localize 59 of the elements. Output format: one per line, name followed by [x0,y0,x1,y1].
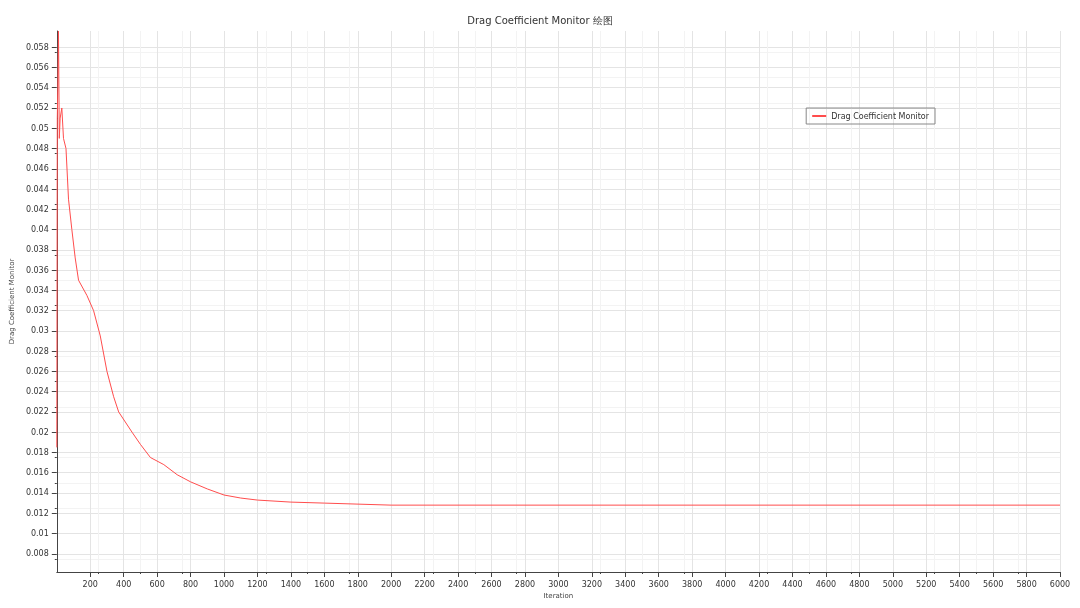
x-tick-label: 3400 [615,579,636,589]
x-tick-label: 4200 [748,579,770,589]
x-tick-label: 3200 [581,579,603,589]
x-tick-label: 2000 [381,579,402,589]
y-tick-label: 0.038 [25,245,49,255]
y-tick-label: 0.018 [25,447,49,457]
x-tick-label: 4600 [815,579,837,589]
y-tick-label: 0.012 [25,508,49,518]
x-tick-label: 5000 [882,579,903,589]
x-tick-label: 4400 [782,579,803,589]
y-tick-label: 0.026 [25,366,49,376]
x-tick-label: 1200 [247,579,268,589]
y-tick-label: 0.05 [30,123,49,133]
x-tick-label: 2200 [414,579,435,589]
x-tick-label: 600 [149,579,165,589]
x-tick-label: 800 [182,579,199,589]
x-tick-label: 3000 [548,579,569,589]
x-tick-label: 4800 [849,579,870,589]
line-series [56,30,1061,506]
x-tick-label: 1400 [280,579,302,589]
y-tick-label: 0.008 [25,549,49,559]
x-tick-label: 3600 [648,579,669,589]
y-tick-label: 0.03 [30,326,49,336]
x-tick-label: 5400 [949,579,970,589]
y-tick-label: 0.022 [25,407,49,417]
y-tick-label: 0.036 [25,265,49,275]
x-tick-label: 2800 [514,579,536,589]
x-tick-label: 2600 [481,579,502,589]
y-tick-label: 0.032 [25,306,49,316]
x-tick-label: 6000 [1049,579,1071,589]
x-tick-label: 3800 [681,579,703,589]
x-tick-label: 5800 [1016,579,1037,589]
y-tick-label: 0.014 [25,488,49,498]
x-tick-label: 1600 [314,579,335,589]
x-tick-label: 5200 [916,579,937,589]
x-tick-label: 200 [82,579,98,589]
y-tick-label: 0.01 [30,529,49,538]
y-tick-label: 0.04 [30,225,49,235]
y-tick-label: 0.028 [25,346,49,356]
y-tick-label: 0.058 [25,42,49,52]
y-tick-label: 0.016 [25,468,49,478]
y-tick-label: 0.054 [25,83,49,93]
y-tick-label: 0.042 [25,204,49,214]
x-tick-label: 400 [116,579,132,589]
x-tick-label: 1000 [213,579,235,589]
y-tick-label: 0.046 [25,164,49,174]
y-tick-label: 0.044 [25,184,49,194]
y-tick-label: 0.024 [25,387,49,397]
y-tick-label: 0.048 [25,144,49,154]
x-tick-label: 1800 [347,579,368,589]
y-tick-label: 0.056 [25,62,49,72]
x-tick-label: 5600 [982,579,1004,589]
legend-label: Drag Coefficient Monitor [831,111,930,121]
y-tick-label: 0.02 [30,427,49,437]
x-tick-label: 4000 [715,579,736,589]
chart-title: Drag Coefficient Monitor 绘图 [467,14,613,26]
x-tick-label: 2400 [447,579,469,589]
y-tick-label: 0.052 [25,103,49,113]
y-tick-label: 0.034 [25,285,49,295]
